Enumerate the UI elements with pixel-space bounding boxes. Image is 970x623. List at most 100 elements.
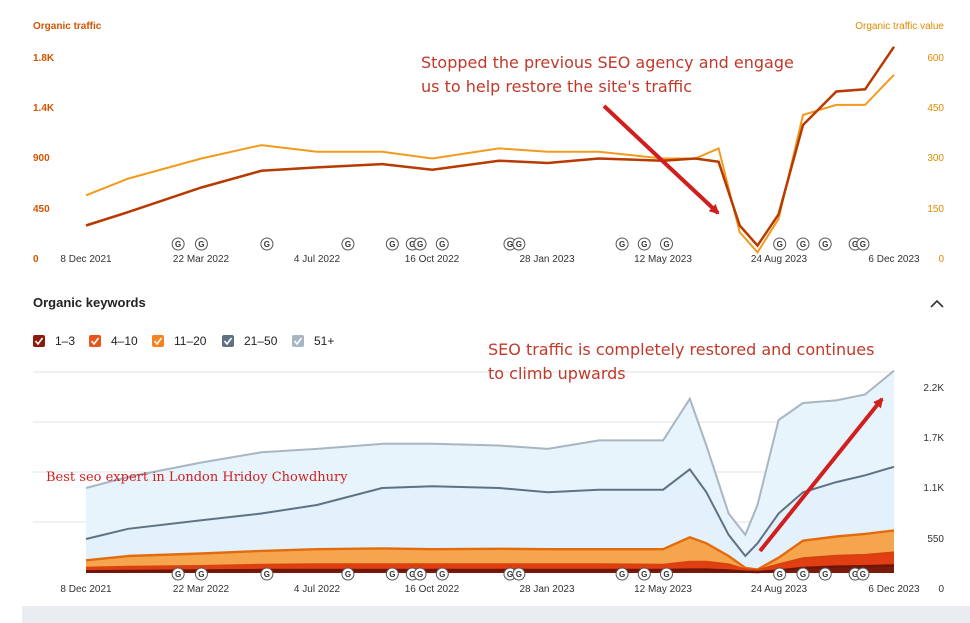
checkmark-icon bbox=[34, 337, 44, 346]
google-update-icon[interactable]: G bbox=[615, 237, 629, 251]
svg-text:G: G bbox=[641, 570, 647, 579]
google-update-icon[interactable]: G bbox=[171, 567, 185, 581]
google-update-icon[interactable]: G bbox=[773, 237, 787, 251]
right-axis-ticks: 600 450 300 150 0 bbox=[927, 53, 944, 265]
legend-item[interactable]: 21–50 bbox=[222, 334, 278, 348]
svg-text:G: G bbox=[409, 240, 415, 249]
legend-checkbox[interactable] bbox=[152, 335, 164, 347]
svg-text:G: G bbox=[800, 240, 806, 249]
right-tick-label: 450 bbox=[927, 103, 944, 114]
right-tick-label: 150 bbox=[927, 204, 944, 215]
legend-checkbox[interactable] bbox=[89, 335, 101, 347]
annotation-arrow-down bbox=[602, 104, 720, 215]
legend-checkbox[interactable] bbox=[222, 335, 234, 347]
svg-text:G: G bbox=[663, 240, 669, 249]
google-update-icon[interactable]: G bbox=[435, 567, 449, 581]
svg-text:G: G bbox=[389, 240, 395, 249]
svg-text:G: G bbox=[345, 240, 351, 249]
annotation-stopped-agency-line1: Stopped the previous SEO agency and enga… bbox=[421, 53, 794, 72]
checkmark-icon bbox=[153, 337, 163, 346]
svg-text:G: G bbox=[516, 240, 522, 249]
svg-text:G: G bbox=[389, 570, 395, 579]
legend-item[interactable]: 1–3 bbox=[33, 334, 75, 348]
annotation-arrow-up bbox=[758, 397, 884, 553]
left-axis-title: Organic traffic bbox=[33, 21, 102, 32]
google-update-icon[interactable]: G bbox=[194, 567, 208, 581]
organic-traffic-value-line bbox=[85, 74, 895, 254]
svg-text:G: G bbox=[507, 240, 513, 249]
legend-checkbox[interactable] bbox=[292, 335, 304, 347]
legend-checkbox[interactable] bbox=[33, 335, 45, 347]
google-update-icon[interactable]: G bbox=[818, 237, 832, 251]
right-axis-ticks: 2.2K 1.7K 1.1K 550 0 bbox=[923, 383, 944, 595]
google-update-icon[interactable]: G bbox=[856, 237, 870, 251]
svg-text:G: G bbox=[345, 570, 351, 579]
x-tick-label: 6 Dec 2023 bbox=[868, 584, 920, 595]
svg-text:G: G bbox=[417, 240, 423, 249]
google-update-icon[interactable]: G bbox=[260, 237, 274, 251]
google-update-icon[interactable]: G bbox=[341, 567, 355, 581]
legend-item[interactable]: 11–20 bbox=[152, 334, 207, 348]
series-line bbox=[85, 369, 895, 537]
series-line bbox=[85, 529, 895, 571]
right-tick-label: 2.2K bbox=[923, 383, 944, 394]
organic-traffic-chart: Organic traffic Organic traffic value 1.… bbox=[33, 21, 944, 265]
google-update-icon[interactable]: G bbox=[796, 567, 810, 581]
svg-text:G: G bbox=[800, 570, 806, 579]
organic-keywords-header: Organic keywords 1–3 4–10 11–20 21–50 51+ bbox=[33, 295, 944, 348]
x-tick-label: 24 Aug 2023 bbox=[751, 254, 808, 265]
google-update-icon[interactable]: G bbox=[615, 567, 629, 581]
checkmark-icon bbox=[293, 337, 303, 346]
legend-item[interactable]: 4–10 bbox=[89, 334, 138, 348]
google-update-icon[interactable]: G bbox=[659, 237, 673, 251]
google-update-icon[interactable]: G bbox=[637, 237, 651, 251]
x-tick-label: 22 Mar 2022 bbox=[173, 584, 230, 595]
svg-text:G: G bbox=[777, 570, 783, 579]
google-update-icon[interactable]: G bbox=[413, 567, 427, 581]
google-update-icon[interactable]: G bbox=[856, 567, 870, 581]
google-update-icon[interactable]: G bbox=[385, 567, 399, 581]
annotation-restored-line2: to climb upwards bbox=[488, 364, 626, 383]
legend-item[interactable]: 51+ bbox=[292, 334, 334, 348]
google-update-icon[interactable]: G bbox=[194, 237, 208, 251]
google-update-icon[interactable]: G bbox=[637, 567, 651, 581]
google-update-icon[interactable]: G bbox=[512, 567, 526, 581]
google-update-icon[interactable]: G bbox=[341, 237, 355, 251]
svg-text:G: G bbox=[852, 570, 858, 579]
google-update-icon[interactable]: G bbox=[773, 567, 787, 581]
svg-text:G: G bbox=[860, 570, 866, 579]
google-update-icon[interactable]: G bbox=[260, 567, 274, 581]
google-update-icon[interactable]: G bbox=[659, 567, 673, 581]
left-tick-label: 900 bbox=[33, 153, 50, 164]
google-update-icon[interactable]: G bbox=[171, 237, 185, 251]
x-tick-label: 22 Mar 2022 bbox=[173, 254, 230, 265]
x-tick-label: 4 Jul 2022 bbox=[294, 254, 341, 265]
x-tick-label: 8 Dec 2021 bbox=[60, 254, 112, 265]
right-tick-label: 1.1K bbox=[923, 483, 944, 494]
google-update-icon[interactable]: G bbox=[385, 237, 399, 251]
keyword-areas bbox=[85, 369, 895, 574]
left-tick-label: 1.8K bbox=[33, 53, 55, 64]
svg-text:G: G bbox=[516, 570, 522, 579]
svg-text:G: G bbox=[860, 240, 866, 249]
svg-text:G: G bbox=[663, 570, 669, 579]
svg-text:G: G bbox=[619, 240, 625, 249]
google-update-icon[interactable]: G bbox=[413, 237, 427, 251]
right-tick-label: 1.7K bbox=[923, 433, 944, 444]
left-tick-label: 0 bbox=[33, 254, 39, 265]
left-tick-label: 1.4K bbox=[33, 103, 55, 114]
google-update-icon[interactable]: G bbox=[435, 237, 449, 251]
svg-text:G: G bbox=[507, 570, 513, 579]
google-update-icon[interactable]: G bbox=[512, 237, 526, 251]
google-update-icon[interactable]: G bbox=[503, 237, 517, 251]
legend-label: 21–50 bbox=[244, 334, 278, 348]
keywords-legend: 1–3 4–10 11–20 21–50 51+ bbox=[33, 334, 334, 348]
organic-traffic-line bbox=[85, 46, 896, 248]
chevron-up-icon[interactable] bbox=[930, 299, 944, 308]
x-tick-label: 24 Aug 2023 bbox=[751, 584, 808, 595]
google-update-icon[interactable]: G bbox=[818, 567, 832, 581]
checkmark-icon bbox=[223, 337, 233, 346]
google-update-icon[interactable]: G bbox=[796, 237, 810, 251]
